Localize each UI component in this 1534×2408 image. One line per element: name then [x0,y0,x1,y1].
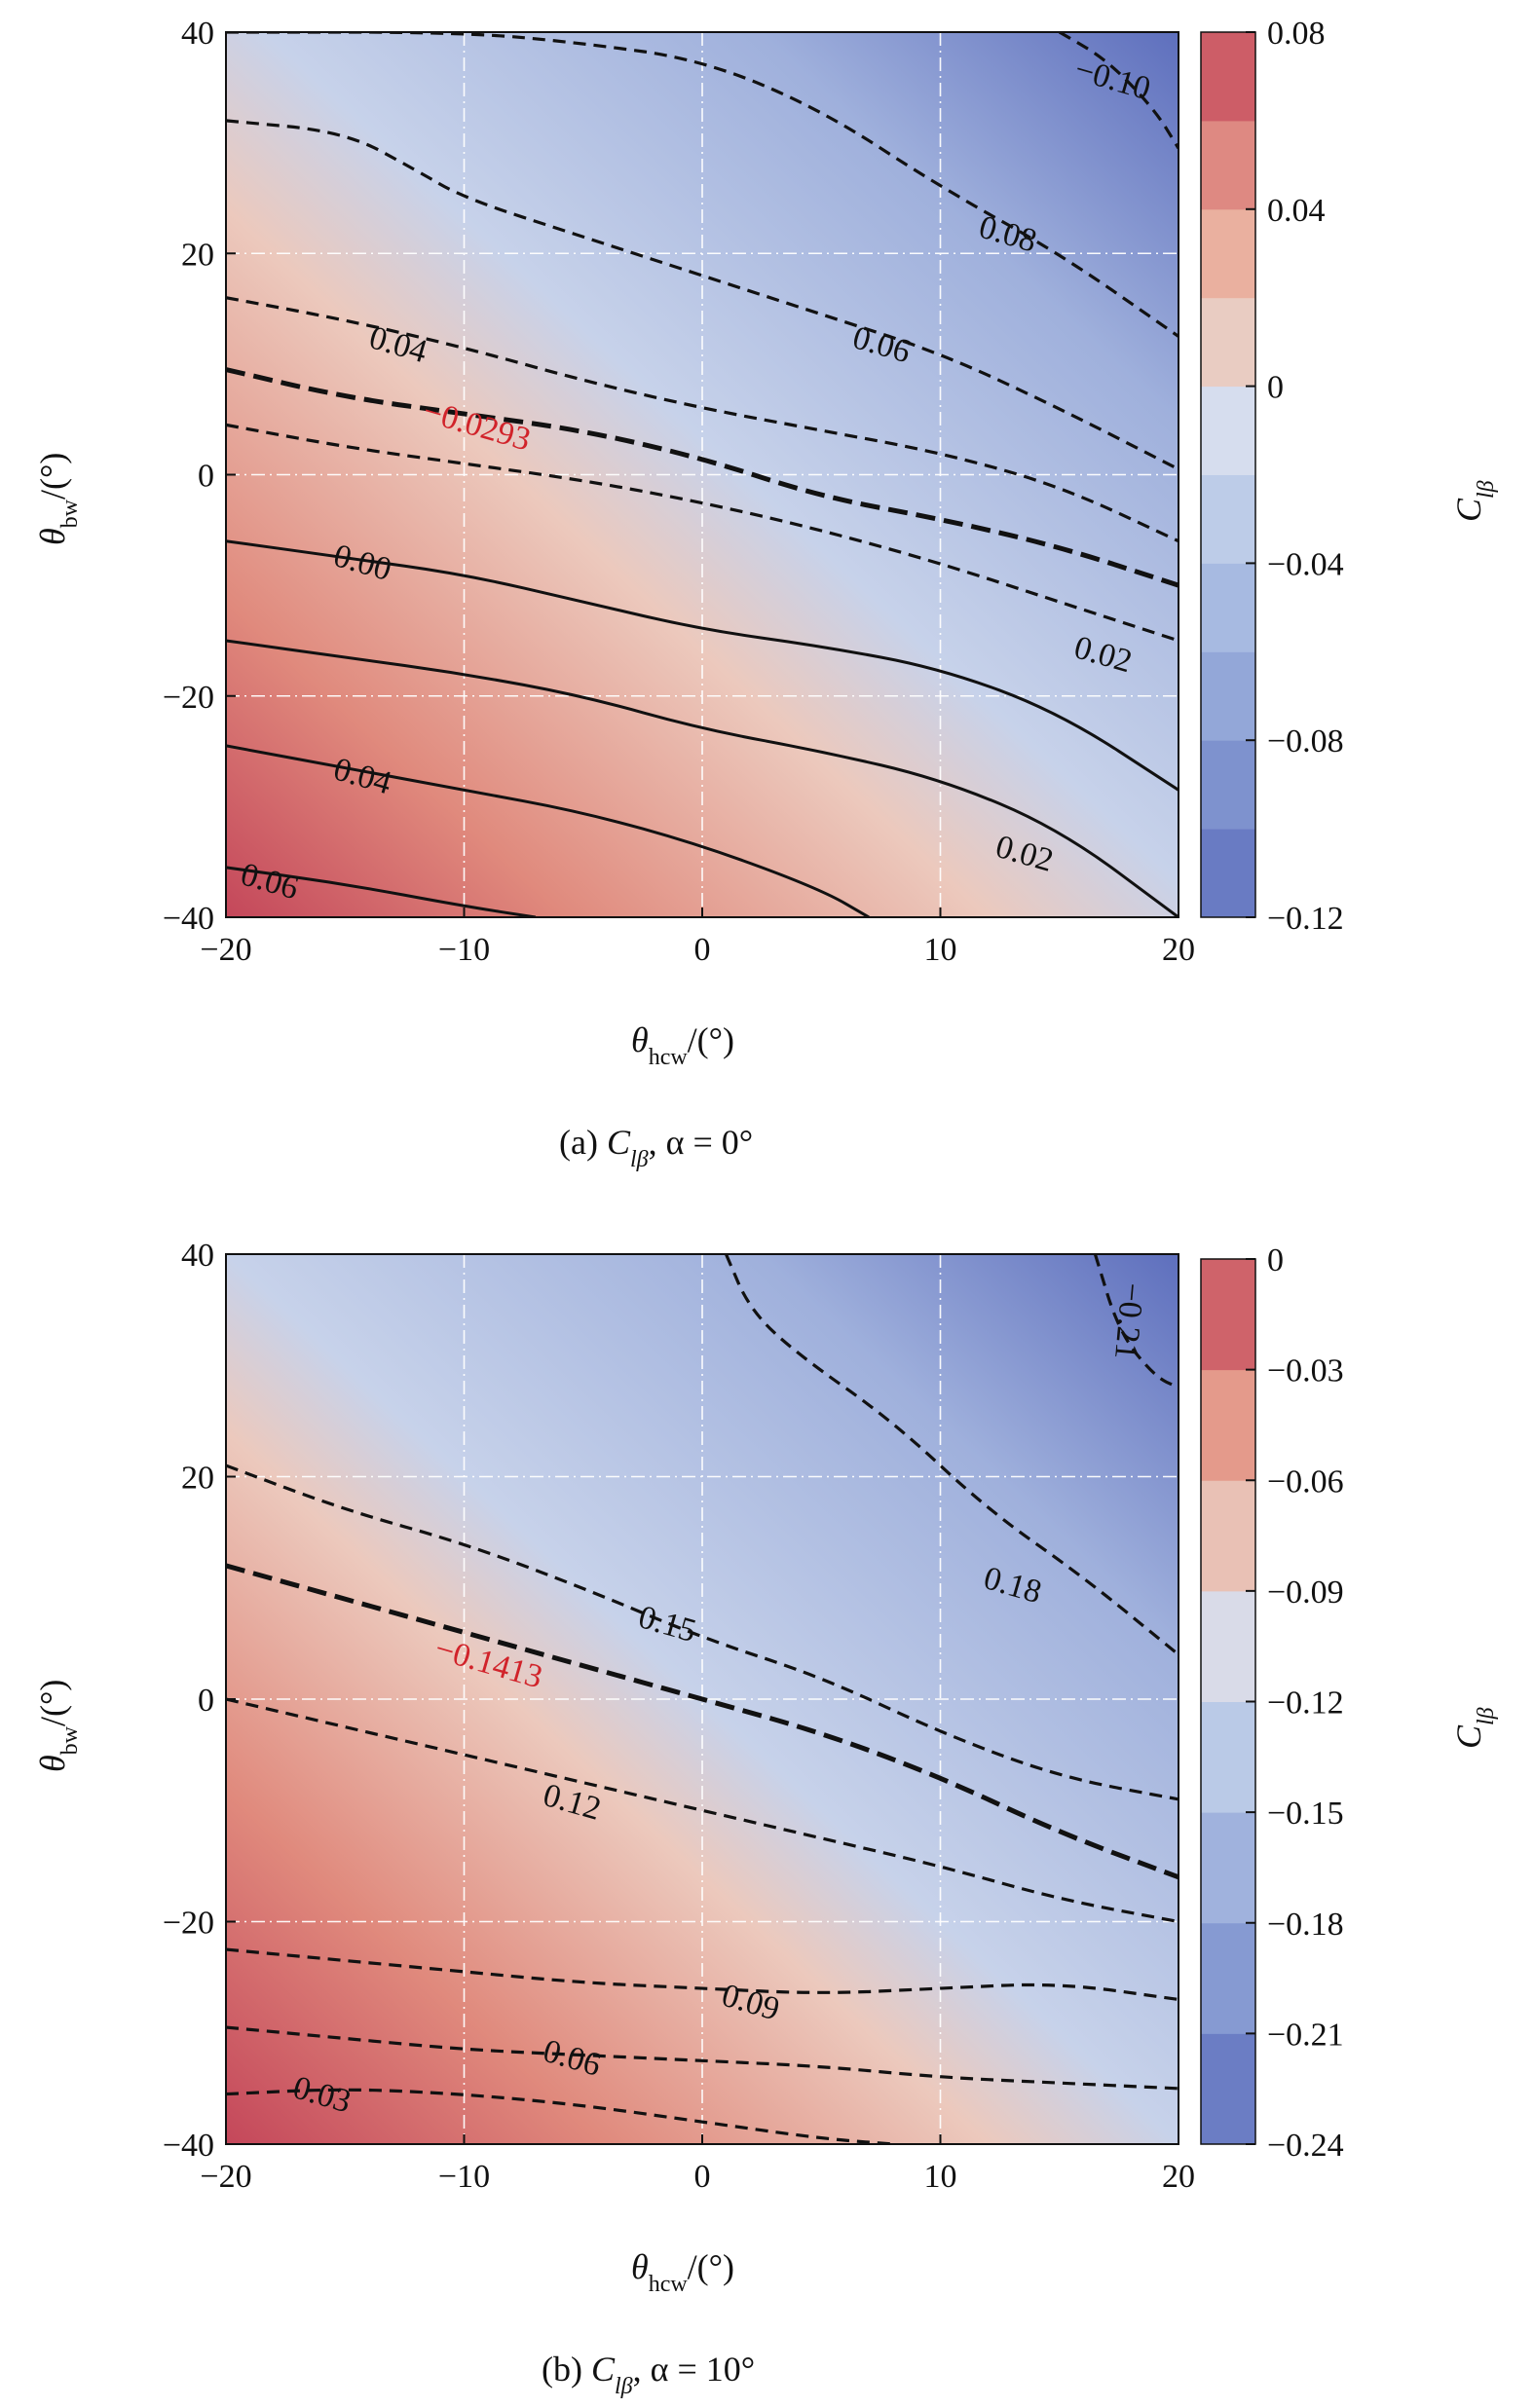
colorbar-tick-label: −0.09 [1267,1574,1344,1611]
contour-line [226,1947,1179,2002]
colorbar-tick-label: 0.04 [1267,193,1326,229]
colorbar-band [1201,1259,1255,1371]
x-axis-label-b: θhcw/(°) [631,2247,734,2297]
y-tick-label: −40 [163,2128,214,2164]
colorbar-tick-label: −0.15 [1267,1796,1344,1832]
colorbar-tick-label: −0.24 [1267,2128,1344,2164]
y-ticks-a: −40 −20 0 20 40 [163,16,236,937]
colorbar-band [1201,297,1255,388]
y-tick-label: 40 [181,1238,214,1274]
x-ticks-b: −20 −10 0 10 20 [200,2134,1195,2195]
x-tick-label: 20 [1162,2159,1195,2195]
y-tick-label: −20 [163,680,214,716]
y-tick-label: 0 [198,1683,214,1719]
colorbar-label-a: Clβ [1449,480,1499,522]
caption-b: (b) Clβ, α = 10° [542,2350,755,2399]
colorbar-band [1201,651,1255,741]
colorbar-band [1201,386,1255,475]
colorbar-tick-label: −0.18 [1267,1907,1344,1943]
contour-line [226,296,1179,543]
caption-a: (a) Clβ, α = 0° [559,1123,753,1172]
y-tick-label: 20 [181,237,214,273]
colorbar-band [1201,740,1255,830]
colorbar-label-b: Clβ [1449,1707,1499,1749]
contours-a [226,32,1179,917]
colorbar-tick-label: 0 [1267,1242,1284,1278]
colorbar-tick-label: 0.08 [1267,16,1326,52]
y-tick-label: 20 [181,1461,214,1497]
contour-line [1058,32,1179,150]
contour-line [1093,1254,1179,1389]
colorbar-tick-label: −0.04 [1267,546,1344,582]
x-tick-label: 0 [694,2159,711,2195]
colorbar-band [1201,1701,1255,1813]
contour-line [226,1463,1179,1801]
colorbar-tick-label: −0.06 [1267,1463,1344,1500]
colorbar-tick-label: −0.12 [1267,1686,1344,1722]
colorbar-b [1201,1259,1255,2145]
y-axis-label-a: θbw/(°) [33,453,83,545]
contour-line [724,1254,1179,1656]
colorbar-a [1201,32,1255,918]
colorbar-band [1201,1812,1255,1924]
colorbar-tick-label: −0.21 [1267,2017,1344,2053]
contours-b [226,1254,1179,2144]
colorbar-band [1201,32,1255,122]
x-axis-label-a: θhcw/(°) [631,1020,734,1070]
y-tick-label: −40 [163,901,214,937]
y-tick-label: 40 [181,16,214,52]
colorbar-tick-label: −0.12 [1267,901,1344,937]
colorbar-band [1201,563,1255,652]
contour-label: −0.21 [1107,1281,1150,1361]
colorbar-band [1201,829,1255,918]
colorbar-tick-label: −0.08 [1267,723,1344,759]
x-tick-label: 10 [924,932,957,968]
colorbar-band [1201,1480,1255,1592]
colorbar-band [1201,2033,1255,2145]
contour-line [226,423,1179,643]
colorbar-band [1201,208,1255,299]
grid-a [226,32,1179,917]
x-tick-label: 20 [1162,932,1195,968]
x-tick-label: −20 [200,2159,251,2195]
y-ticks-b: −40 −20 0 20 40 [163,1238,236,2164]
contour-line [226,2025,1179,2091]
contour-line [226,2088,893,2144]
y-tick-label: 0 [198,459,214,495]
x-tick-label: 0 [694,932,711,968]
x-tick-label: −10 [438,932,490,968]
colorbar-band [1201,1369,1255,1481]
contour-line [226,1563,1179,1880]
colorbar-frame-a [1200,31,1256,918]
contour-line [226,539,1179,792]
colorbar-ticks-a: −0.12 −0.08 −0.04 0 0.04 0.08 [1246,16,1344,937]
contour-line [226,744,870,917]
colorbar-band [1201,1922,1255,2034]
colorbar-tick-label: 0 [1267,370,1284,406]
contour-line [226,32,1179,338]
contour-line [226,119,1179,471]
y-axis-label-b: θbw/(°) [33,1680,83,1772]
colorbar-ticks-b: −0.24 −0.21 −0.18 −0.15 −0.12 −0.09 −0.06 −0.03… [1246,1242,1344,2164]
x-tick-label: −20 [200,932,251,968]
contour-line [226,866,537,917]
x-ticks-a: −20 −10 0 10 20 [200,908,1195,968]
x-tick-label: 10 [924,2159,957,2195]
contour-line [226,367,1179,588]
contour-line [226,1697,1179,1924]
colorbar-band [1201,120,1255,210]
colorbar-band [1201,474,1255,564]
x-tick-label: −10 [438,2159,490,2195]
contour-line [226,639,1179,917]
y-tick-label: −20 [163,1906,214,1942]
colorbar-tick-label: −0.03 [1267,1353,1344,1389]
colorbar-band [1201,1590,1255,1702]
